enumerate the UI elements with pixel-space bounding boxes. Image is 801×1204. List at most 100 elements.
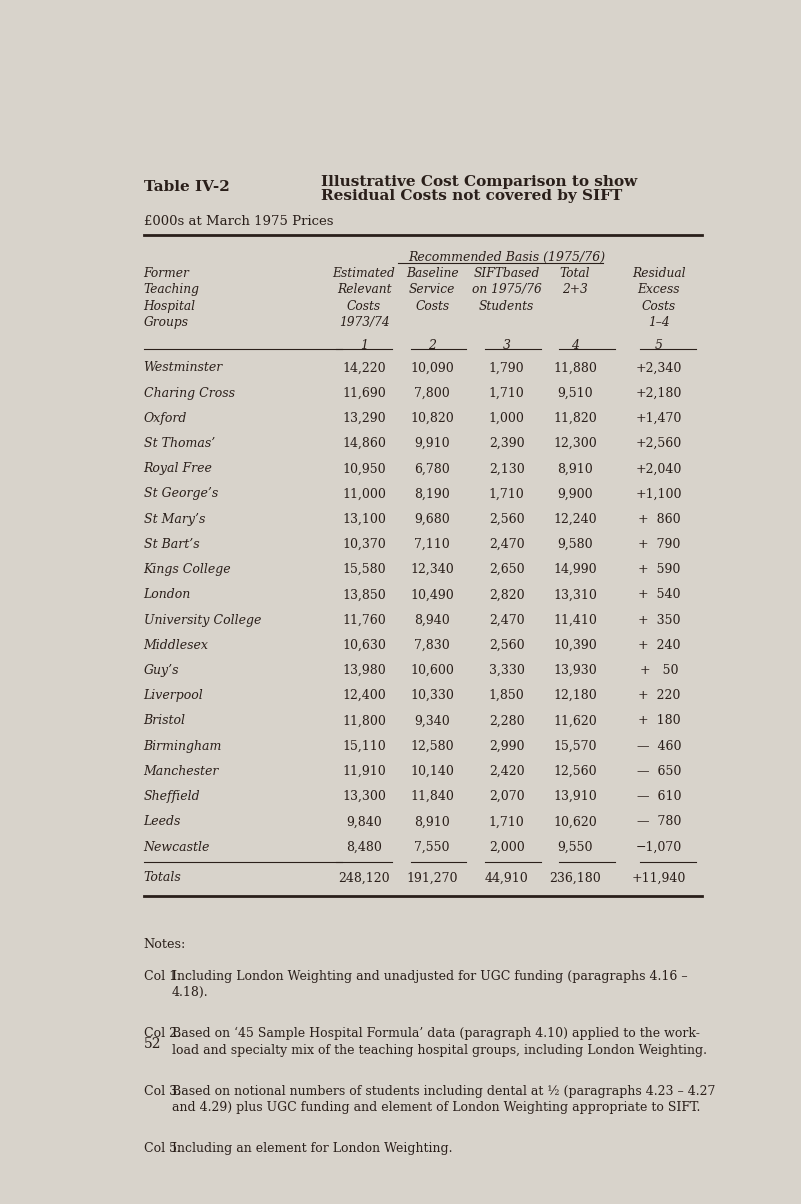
Text: +  180: + 180 <box>638 714 680 727</box>
Text: 1,000: 1,000 <box>489 412 525 425</box>
Text: 10,820: 10,820 <box>410 412 454 425</box>
Text: 12,340: 12,340 <box>410 563 454 577</box>
Text: Westminster: Westminster <box>143 361 223 374</box>
Text: Illustrative Cost Comparison to show: Illustrative Cost Comparison to show <box>320 175 637 189</box>
Text: 8,910: 8,910 <box>414 815 450 828</box>
Text: 13,980: 13,980 <box>342 665 386 677</box>
Text: University College: University College <box>143 614 261 626</box>
Text: 2,280: 2,280 <box>489 714 525 727</box>
Text: 10,630: 10,630 <box>342 639 386 651</box>
Text: Totals: Totals <box>143 872 181 884</box>
Text: +  220: + 220 <box>638 689 680 702</box>
Text: 2,000: 2,000 <box>489 840 525 854</box>
Text: 9,550: 9,550 <box>557 840 593 854</box>
Text: —  780: — 780 <box>637 815 681 828</box>
Text: Based on notional numbers of students including dental at ½ (paragraphs 4.23 – 4: Based on notional numbers of students in… <box>171 1085 714 1098</box>
Text: 10,370: 10,370 <box>342 538 386 551</box>
Text: and 4.29) plus UGC funding and element of London Weighting appropriate to SIFT.: and 4.29) plus UGC funding and element o… <box>171 1102 700 1114</box>
Text: 191,270: 191,270 <box>406 872 458 884</box>
Text: 13,290: 13,290 <box>342 412 386 425</box>
Text: 11,620: 11,620 <box>553 714 597 727</box>
Text: 15,580: 15,580 <box>342 563 386 577</box>
Text: 12,580: 12,580 <box>410 739 454 752</box>
Text: Residual
Excess
Costs
1–4: Residual Excess Costs 1–4 <box>632 267 686 330</box>
Text: +  540: + 540 <box>638 589 680 601</box>
Text: 52: 52 <box>143 1037 161 1051</box>
Text: 2,560: 2,560 <box>489 639 525 651</box>
Text: 14,860: 14,860 <box>342 437 386 450</box>
Text: 3: 3 <box>503 340 511 352</box>
Text: 8,940: 8,940 <box>414 614 450 626</box>
Text: 11,880: 11,880 <box>553 361 597 374</box>
Text: 3,330: 3,330 <box>489 665 525 677</box>
Text: Total
2+3: Total 2+3 <box>560 267 590 296</box>
Text: 11,410: 11,410 <box>553 614 597 626</box>
Text: load and specialty mix of the teaching hospital groups, including London Weighti: load and specialty mix of the teaching h… <box>171 1044 706 1057</box>
Text: St Bart’s: St Bart’s <box>143 538 199 551</box>
Text: +  860: + 860 <box>638 513 680 526</box>
Text: Table IV-2: Table IV-2 <box>143 179 229 194</box>
Text: 10,950: 10,950 <box>342 462 386 476</box>
Text: 10,490: 10,490 <box>410 589 454 601</box>
Text: 12,240: 12,240 <box>553 513 597 526</box>
Text: 4: 4 <box>571 340 579 352</box>
Text: 236,180: 236,180 <box>549 872 601 884</box>
Text: 7,550: 7,550 <box>414 840 450 854</box>
Text: Newcastle: Newcastle <box>143 840 210 854</box>
Text: Guy’s: Guy’s <box>143 665 179 677</box>
Text: Col 2.: Col 2. <box>143 1027 180 1040</box>
Text: Liverpool: Liverpool <box>143 689 203 702</box>
Text: +  350: + 350 <box>638 614 680 626</box>
Text: 9,580: 9,580 <box>557 538 593 551</box>
Text: 10,600: 10,600 <box>410 665 454 677</box>
Text: 9,680: 9,680 <box>414 513 450 526</box>
Text: 13,310: 13,310 <box>553 589 597 601</box>
Text: +1,100: +1,100 <box>635 488 682 501</box>
Text: 14,220: 14,220 <box>342 361 386 374</box>
Text: +2,560: +2,560 <box>636 437 682 450</box>
Text: 4.18).: 4.18). <box>171 986 208 999</box>
Text: 9,910: 9,910 <box>414 437 450 450</box>
Text: Former
Teaching
Hospital
Groups: Former Teaching Hospital Groups <box>143 267 199 330</box>
Text: Estimated
Relevant
Costs
1973/74: Estimated Relevant Costs 1973/74 <box>332 267 396 330</box>
Text: 2,470: 2,470 <box>489 538 525 551</box>
Text: 5: 5 <box>655 340 662 352</box>
Text: 2: 2 <box>429 340 437 352</box>
Text: +  790: + 790 <box>638 538 680 551</box>
Text: 1,850: 1,850 <box>489 689 525 702</box>
Text: Baseline
Service
Costs: Baseline Service Costs <box>406 267 458 313</box>
Text: St Mary’s: St Mary’s <box>143 513 205 526</box>
Text: +  590: + 590 <box>638 563 680 577</box>
Text: 2,990: 2,990 <box>489 739 525 752</box>
Text: 11,690: 11,690 <box>342 386 386 400</box>
Text: Col 5.: Col 5. <box>143 1143 180 1155</box>
Text: 1,710: 1,710 <box>489 386 525 400</box>
Text: SIFTbased
on 1975/76
Students: SIFTbased on 1975/76 Students <box>472 267 541 313</box>
Text: +  240: + 240 <box>638 639 680 651</box>
Text: +2,180: +2,180 <box>636 386 682 400</box>
Text: 11,760: 11,760 <box>342 614 386 626</box>
Text: 1,790: 1,790 <box>489 361 525 374</box>
Text: +   50: + 50 <box>639 665 678 677</box>
Text: +1,470: +1,470 <box>636 412 682 425</box>
Text: +2,040: +2,040 <box>636 462 682 476</box>
Text: 13,930: 13,930 <box>553 665 597 677</box>
Text: Including London Weighting and unadjusted for UGC funding (paragraphs 4.16 –: Including London Weighting and unadjuste… <box>171 969 687 982</box>
Text: 12,300: 12,300 <box>553 437 597 450</box>
Text: London: London <box>143 589 191 601</box>
Text: 11,820: 11,820 <box>553 412 597 425</box>
Text: 2,820: 2,820 <box>489 589 525 601</box>
Text: Birmingham: Birmingham <box>143 739 222 752</box>
Text: Oxford: Oxford <box>143 412 187 425</box>
Text: 2,420: 2,420 <box>489 765 525 778</box>
Text: 9,340: 9,340 <box>414 714 450 727</box>
Text: 7,830: 7,830 <box>414 639 450 651</box>
Text: Leeds: Leeds <box>143 815 181 828</box>
Text: 13,100: 13,100 <box>342 513 386 526</box>
Text: −1,070: −1,070 <box>636 840 682 854</box>
Text: Kings College: Kings College <box>143 563 231 577</box>
Text: 11,800: 11,800 <box>342 714 386 727</box>
Text: 10,330: 10,330 <box>410 689 454 702</box>
Text: 2,560: 2,560 <box>489 513 525 526</box>
Text: 7,800: 7,800 <box>414 386 450 400</box>
